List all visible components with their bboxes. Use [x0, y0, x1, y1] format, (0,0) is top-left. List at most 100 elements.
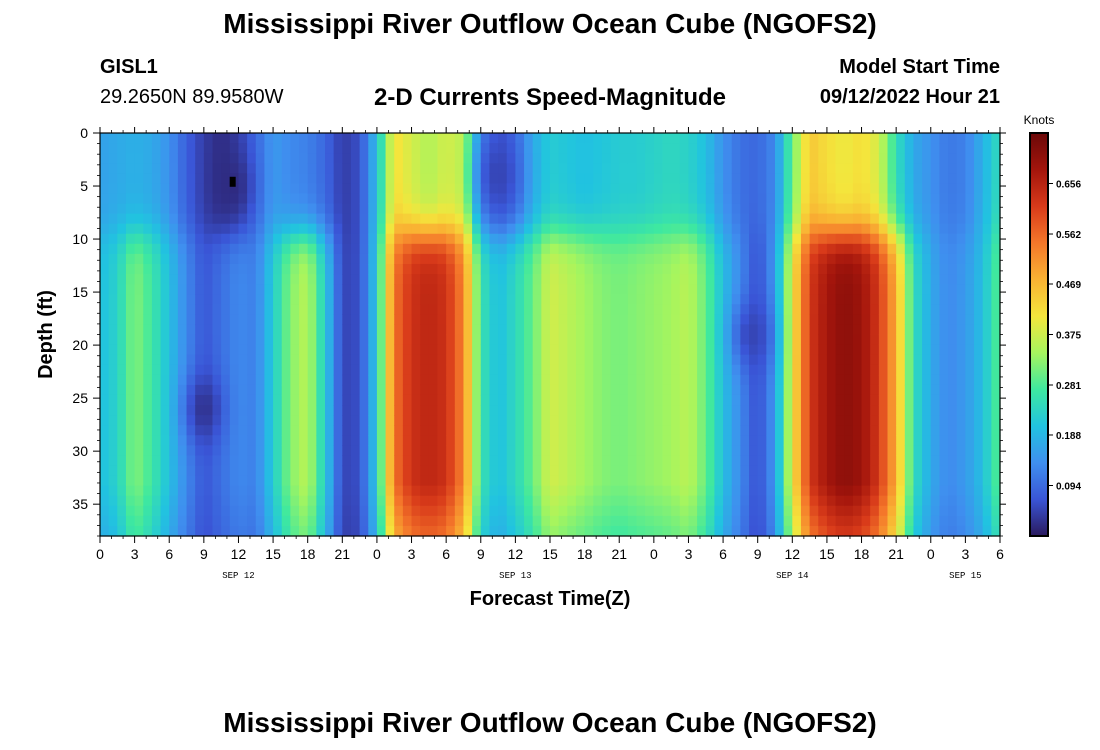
heatmap-cell [627, 183, 638, 195]
heatmap-cell [532, 384, 542, 396]
heatmap-cell [800, 435, 811, 446]
heatmap-cell [558, 253, 568, 265]
heatmap-cell [151, 243, 162, 255]
heatmap-cell [359, 314, 369, 326]
heatmap-cell [472, 314, 482, 326]
heatmap-cell [705, 243, 716, 255]
heatmap-cell [965, 455, 975, 467]
heatmap-cell [896, 384, 906, 396]
heatmap-cell [714, 354, 724, 366]
heatmap-cell [472, 505, 482, 517]
heatmap-cell [956, 354, 966, 366]
heatmap-cell [524, 263, 534, 275]
heatmap-cell [489, 425, 499, 436]
heatmap-cell [904, 505, 915, 517]
heatmap-cell [593, 485, 603, 497]
heatmap-cell [939, 425, 949, 436]
heatmap-cell [368, 143, 378, 154]
heatmap-cell [307, 344, 317, 356]
heatmap-cell [852, 405, 863, 416]
heatmap-cell [671, 314, 681, 326]
heatmap-cell [307, 334, 317, 346]
heatmap-cell [411, 223, 421, 235]
heatmap-cell [299, 475, 309, 487]
heatmap-cell [930, 153, 941, 164]
heatmap-cell [524, 143, 534, 154]
heatmap-cell [212, 203, 222, 215]
heatmap-cell [446, 233, 456, 245]
heatmap-cell [108, 243, 118, 255]
heatmap-cell [498, 384, 508, 396]
heatmap-cell [991, 153, 1001, 164]
heatmap-cell [610, 314, 620, 326]
heatmap-cell [584, 274, 594, 285]
heatmap-cell [627, 133, 638, 144]
heatmap-cell [662, 173, 672, 184]
heatmap-cell [818, 384, 828, 396]
heatmap-cell [195, 263, 205, 275]
heatmap-cell [809, 173, 819, 184]
heatmap-cell [930, 274, 941, 285]
heatmap-cell [757, 274, 767, 285]
heatmap-cell [446, 344, 456, 356]
heatmap-cell [896, 525, 906, 537]
heatmap-cell [281, 223, 291, 235]
heatmap-cell [930, 515, 941, 527]
heatmap-cell [541, 495, 551, 507]
heatmap-cell [437, 505, 447, 517]
heatmap-cell [679, 505, 690, 517]
heatmap-cell [229, 324, 240, 336]
heatmap-cell [800, 364, 811, 376]
heatmap-cell [852, 525, 863, 537]
heatmap-cell [420, 304, 430, 315]
heatmap-cell [974, 394, 984, 406]
heatmap-cell [506, 183, 516, 195]
heatmap-cell [125, 364, 136, 376]
heatmap-cell [333, 415, 343, 426]
heatmap-cell [697, 435, 707, 446]
heatmap-cell [368, 525, 378, 537]
heatmap-cell [203, 274, 214, 285]
x-tick-label: 6 [165, 546, 173, 562]
heatmap-cell [281, 183, 291, 195]
heatmap-cell [575, 485, 586, 497]
heatmap-cell [221, 515, 231, 527]
heatmap-cell [368, 394, 378, 406]
heatmap-cell [394, 133, 404, 144]
heatmap-cell [359, 435, 369, 446]
heatmap-cell [489, 243, 499, 255]
heatmap-cell [108, 294, 118, 305]
y-tick-label: 35 [72, 496, 88, 512]
heatmap-cell [480, 515, 491, 527]
heatmap-cell [325, 203, 335, 215]
heatmap-cell [567, 344, 577, 356]
heatmap-cell [325, 243, 335, 255]
heatmap-cell [723, 525, 733, 537]
heatmap-cell [601, 415, 612, 426]
heatmap-cell [575, 525, 586, 537]
heatmap-cell [541, 213, 551, 225]
heatmap-cell [671, 475, 681, 487]
heatmap-cell [108, 415, 118, 426]
heatmap-cell [307, 183, 317, 195]
heatmap-cell [402, 364, 413, 376]
heatmap-cell [870, 133, 880, 144]
heatmap-cell [809, 374, 819, 386]
heatmap-cell [299, 394, 309, 406]
heatmap-cell [766, 203, 776, 215]
heatmap-cell [342, 405, 352, 416]
heatmap-cell [186, 294, 196, 305]
heatmap-cell [697, 465, 707, 477]
heatmap-cell [212, 435, 222, 446]
heatmap-cell [307, 223, 317, 235]
heatmap-cell [186, 435, 196, 446]
heatmap-cell [177, 284, 188, 295]
heatmap-cell [723, 163, 733, 174]
heatmap-cell [896, 515, 906, 527]
heatmap-cell [956, 253, 966, 265]
heatmap-cell [532, 193, 542, 205]
heatmap-cell [740, 344, 750, 356]
heatmap-cell [567, 495, 577, 507]
heatmap-cell [229, 213, 240, 225]
heatmap-cell [619, 193, 629, 205]
